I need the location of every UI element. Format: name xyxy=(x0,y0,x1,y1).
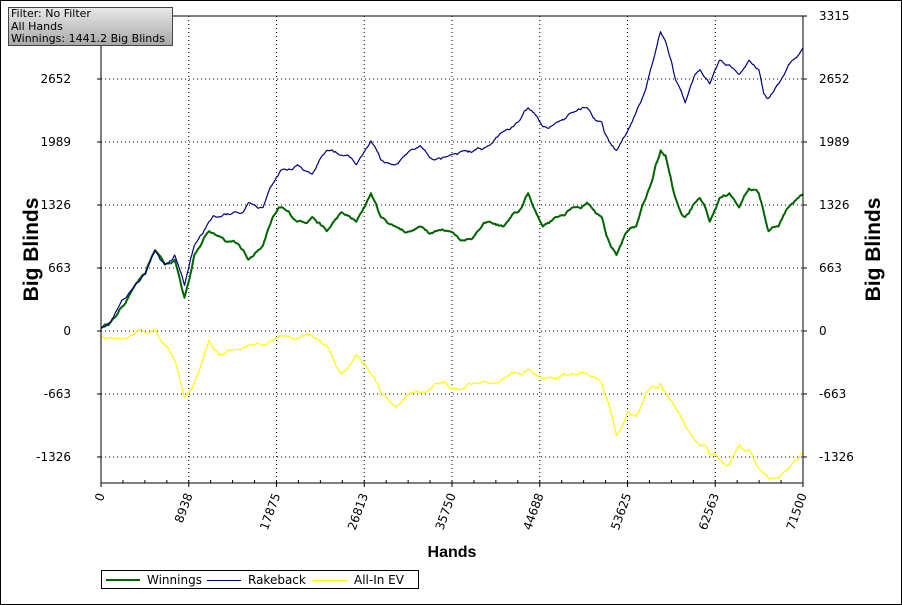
y-tick-label-left: 663 xyxy=(48,261,71,275)
x-tick-label: 8938 xyxy=(172,491,196,524)
series-line-rakeback xyxy=(100,31,804,329)
legend-swatch-rakeback xyxy=(207,579,241,581)
legend-swatch-all-in-ev xyxy=(313,579,347,581)
filter-text: Filter: No Filter xyxy=(11,7,91,20)
y-tick-label-left: -663 xyxy=(44,387,71,401)
legend-label-all-in-ev: All-In EV xyxy=(354,573,404,587)
y-tick-label-right: 0 xyxy=(819,324,827,338)
x-axis-title: Hands xyxy=(428,544,477,561)
legend-label-rakeback: Rakeback xyxy=(248,573,306,587)
y-axis-title-right: Big Blinds xyxy=(862,198,885,302)
y-tick-label-left: 1326 xyxy=(40,198,71,212)
x-tick-label: 53625 xyxy=(608,491,634,532)
x-tick-label: 44688 xyxy=(520,491,546,532)
series-line-winnings xyxy=(100,149,804,329)
y-tick-label-left: 0 xyxy=(63,324,71,338)
legend-item-rakeback: Rakeback xyxy=(207,572,306,588)
y-axis-title-left: Big Blinds xyxy=(20,198,43,302)
legend-item-all-in-ev: All-In EV xyxy=(313,572,404,588)
winnings-text: Winnings: 1441.2 Big Blinds xyxy=(11,32,165,46)
y-tick-label-right: 1989 xyxy=(819,135,850,149)
legend-swatch-winnings xyxy=(106,579,140,581)
legend: Winnings Rakeback All-In EV xyxy=(101,570,419,589)
x-tick-label: 71500 xyxy=(784,491,810,532)
x-tick-label: 35750 xyxy=(433,491,459,532)
y-tick-label-left: 1989 xyxy=(40,135,71,149)
x-tick-label: 17875 xyxy=(257,491,283,532)
y-tick-label-right: 2652 xyxy=(819,72,850,86)
y-tick-label-right: 1326 xyxy=(819,198,850,212)
series-line-all-in-ev xyxy=(100,328,804,480)
y-tick-label-left: -1326 xyxy=(36,450,71,464)
y-tick-label-left: 2652 xyxy=(40,72,71,86)
legend-item-winnings: Winnings xyxy=(106,572,202,588)
y-tick-label-right: -1326 xyxy=(819,450,854,464)
y-tick-label-right: -663 xyxy=(819,387,846,401)
y-tick-label-right: 3315 xyxy=(819,9,850,23)
hands-filter-text: All Hands xyxy=(11,19,63,33)
x-tick-label: 0 xyxy=(92,491,108,503)
x-tick-label: 62563 xyxy=(696,491,722,532)
legend-label-winnings: Winnings xyxy=(147,573,202,587)
info-box: Filter: No Filter All Hands Winnings: 14… xyxy=(8,7,173,46)
x-tick-label: 26813 xyxy=(345,491,371,532)
y-tick-label-right: 663 xyxy=(819,261,842,275)
